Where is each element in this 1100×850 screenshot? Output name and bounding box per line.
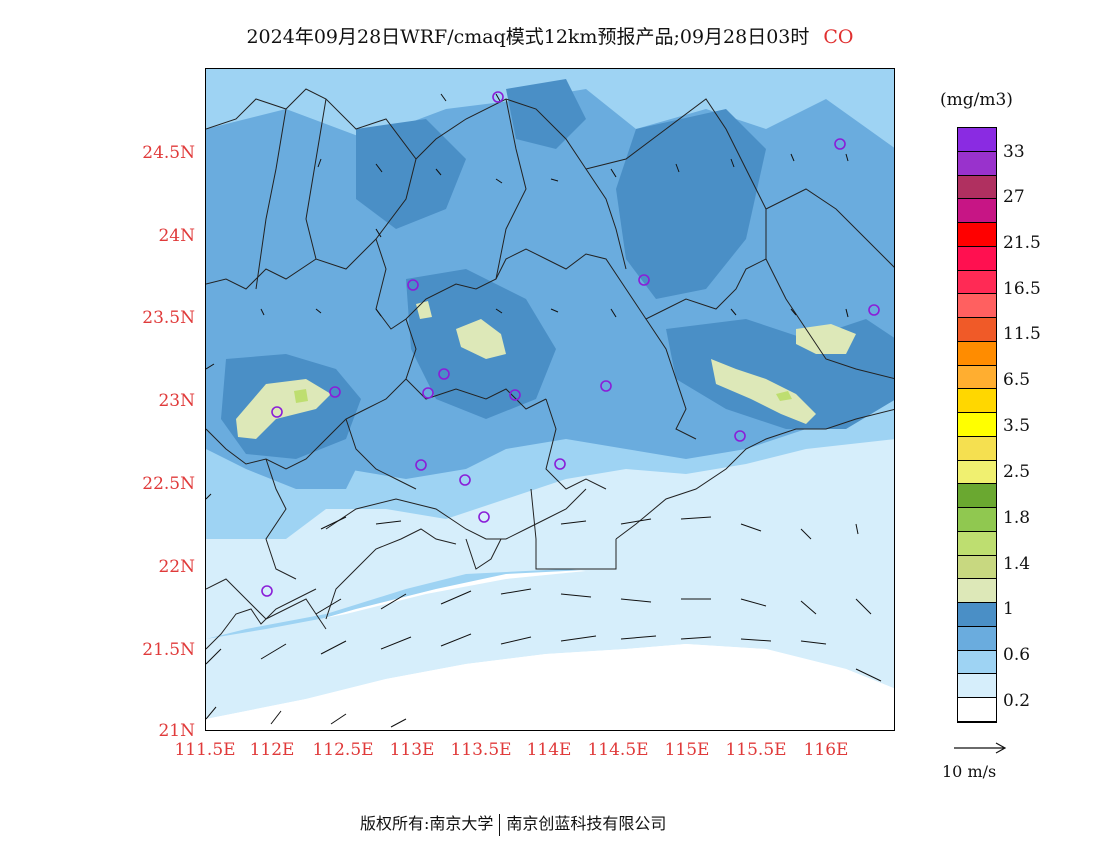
lon-label-115: 115E <box>664 740 710 760</box>
lon-label-114.5: 114.5E <box>587 740 649 760</box>
copyright-footer: 版权所有:南京大学 南京创蓝科技有限公司 <box>360 810 666 836</box>
legend-swatch <box>958 175 996 200</box>
legend-swatch <box>958 436 996 461</box>
copyright-owner: 版权所有:南京大学 <box>360 814 494 833</box>
legend-swatch <box>958 365 996 390</box>
wind-reference-label: 10 m/s <box>942 762 997 781</box>
admin-boundaries <box>206 88 894 650</box>
lat-label-24.5: 24.5N <box>142 143 195 163</box>
legend-tick-6.5: 6.5 <box>1003 370 1031 390</box>
legend-tick-21.5: 21.5 <box>1003 233 1041 253</box>
lon-label-116: 116E <box>803 740 849 760</box>
legend-tick-16.5: 16.5 <box>1003 279 1041 299</box>
legend-swatch <box>958 555 996 580</box>
legend-tick-2.5: 2.5 <box>1003 462 1031 482</box>
map-canvas <box>206 69 894 730</box>
lon-label-113.5: 113.5E <box>450 740 512 760</box>
legend-swatch <box>958 199 996 223</box>
legend-swatch <box>958 246 996 271</box>
legend-swatch <box>958 508 996 532</box>
legend-tick-0.6: 0.6 <box>1003 645 1031 665</box>
monitoring-stations <box>261 91 880 597</box>
legend-swatch <box>958 294 996 318</box>
copyright-company: 南京创蓝科技有限公司 <box>506 814 667 833</box>
legend-swatch <box>958 603 996 627</box>
lon-label-113: 113E <box>389 740 435 760</box>
lat-label-22.5: 22.5N <box>142 474 195 494</box>
legend-unit: (mg/m3) <box>940 90 1013 110</box>
legend-swatch <box>958 626 996 651</box>
legend-swatch <box>958 413 996 437</box>
legend-tick-11.5: 11.5 <box>1003 324 1041 344</box>
footer-divider <box>499 813 501 836</box>
legend-tick-3.5: 3.5 <box>1003 416 1031 436</box>
lon-label-112: 112E <box>249 740 295 760</box>
legend-tick-1.4: 1.4 <box>1003 554 1031 574</box>
legend-swatch <box>958 270 996 295</box>
legend-swatch <box>958 341 996 366</box>
species-label: CO <box>823 26 854 48</box>
legend-tick-27: 27 <box>1003 187 1025 207</box>
legend-swatch <box>958 223 996 247</box>
legend-swatch <box>958 674 996 698</box>
lat-label-21.5: 21.5N <box>142 640 195 660</box>
legend-swatch <box>958 650 996 675</box>
legend-swatch <box>958 389 996 413</box>
lon-label-112.5: 112.5E <box>312 740 374 760</box>
legend-swatch <box>958 698 996 722</box>
wind-vectors <box>206 93 882 728</box>
legend-tick-33: 33 <box>1003 142 1025 162</box>
concentration-map <box>205 68 895 731</box>
legend-swatch <box>958 128 996 152</box>
lat-label-22: 22N <box>158 557 195 577</box>
legend-swatch <box>958 484 996 508</box>
legend-colorbar <box>957 127 997 723</box>
legend-swatch <box>958 531 996 556</box>
legend-swatch <box>958 579 996 603</box>
lat-label-21: 21N <box>158 721 195 741</box>
lon-label-111.5: 111.5E <box>174 740 236 760</box>
legend-tick-1: 1 <box>1003 599 1014 619</box>
map-title: 2024年09月28日WRF/cmaq模式12km预报产品;09月28日03时 C… <box>0 22 1100 49</box>
lat-label-23: 23N <box>158 391 195 411</box>
legend-swatch <box>958 318 996 342</box>
lat-label-23.5: 23.5N <box>142 308 195 328</box>
legend-tick-1.8: 1.8 <box>1003 508 1031 528</box>
legend-swatch <box>958 460 996 485</box>
legend-tick-0.2: 0.2 <box>1003 691 1031 711</box>
lat-label-24: 24N <box>158 226 195 246</box>
lon-label-115.5: 115.5E <box>725 740 787 760</box>
legend-swatch <box>958 151 996 176</box>
title-text: 2024年09月28日WRF/cmaq模式12km预报产品;09月28日03时 <box>246 26 810 48</box>
concentration-fill <box>206 69 894 730</box>
wind-reference-arrow-icon <box>954 742 1007 754</box>
lon-label-114: 114E <box>526 740 572 760</box>
